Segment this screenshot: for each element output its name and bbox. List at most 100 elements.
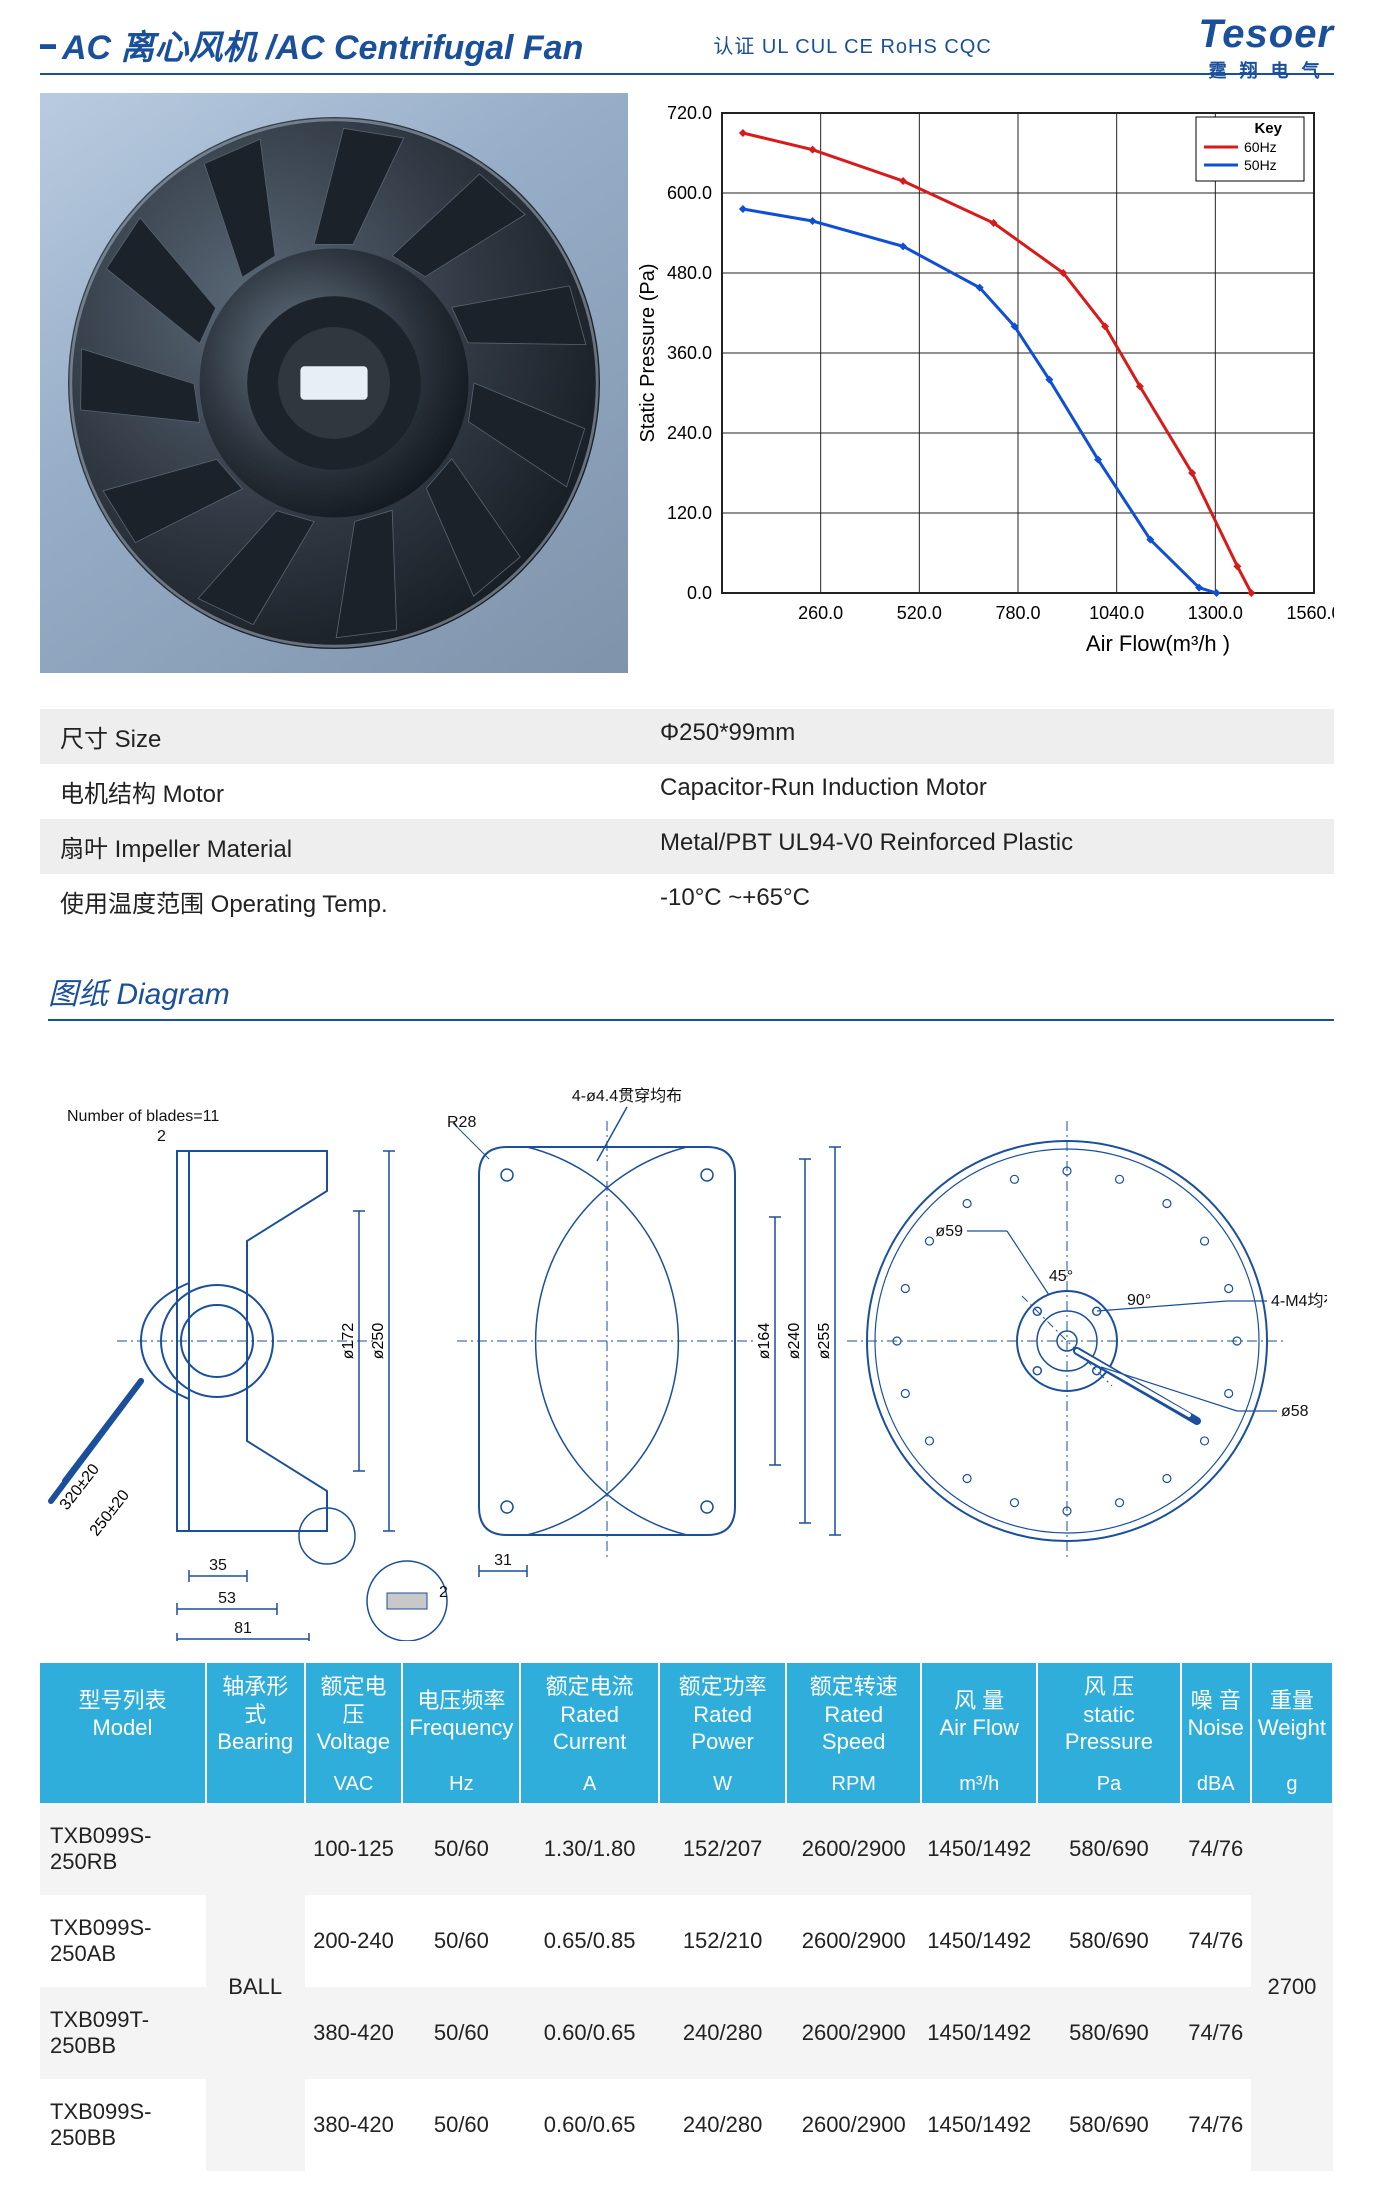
brand-cn: 霆 翔 电 气 (1198, 57, 1334, 83)
svg-text:53: 53 (218, 1590, 236, 1607)
svg-text:60Hz: 60Hz (1244, 139, 1277, 155)
cell: 580/690 (1037, 2079, 1180, 2171)
cell: 2600/2900 (786, 2079, 921, 2171)
cell: 50/60 (402, 1987, 520, 2079)
spec-table: 型号列表Model轴承形式Bearing额定电压Voltage电压频率Frequ… (40, 1663, 1334, 2171)
svg-text:360.0: 360.0 (667, 343, 712, 363)
cell: 152/210 (659, 1895, 786, 1987)
table-unit: W (659, 1766, 786, 1803)
brand-en: Tesoer (1198, 12, 1334, 57)
cell-bearing: BALL (206, 1803, 305, 2171)
svg-text:31: 31 (494, 1552, 512, 1569)
fan-photo-svg (54, 103, 614, 663)
cell: 100-125 (305, 1803, 403, 1895)
certifications: 认证 UL CUL CE RoHS CQC (713, 30, 991, 59)
svg-text:ø164: ø164 (756, 1323, 773, 1360)
cell: 1450/1492 (921, 1987, 1037, 2079)
spec-value: Φ250*99mm (660, 719, 1314, 754)
svg-text:520.0: 520.0 (897, 603, 942, 623)
cell: 0.60/0.65 (520, 2079, 659, 2171)
table-header: 型号列表Model (40, 1663, 206, 1766)
svg-text:ø255: ø255 (816, 1323, 833, 1360)
svg-text:50Hz: 50Hz (1244, 157, 1277, 173)
svg-text:480.0: 480.0 (667, 263, 712, 283)
spec-value: Metal/PBT UL94-V0 Reinforced Plastic (660, 829, 1314, 864)
svg-text:Key: Key (1254, 120, 1282, 137)
brand-logo: Tesoer 霆 翔 电 气 (1198, 12, 1334, 83)
svg-text:0.0: 0.0 (687, 583, 712, 603)
table-unit: Pa (1037, 1766, 1180, 1803)
svg-text:1300.0: 1300.0 (1188, 603, 1243, 623)
table-units-row: VACHzAWRPMm³/hPadBAg (40, 1766, 1333, 1803)
table-header: 额定电流Rated Current (520, 1663, 659, 1766)
cell-model: TXB099T-250BB (40, 1987, 206, 2079)
svg-text:1040.0: 1040.0 (1089, 603, 1144, 623)
spec-label: 使用温度范围 Operating Temp. (60, 884, 660, 919)
table-header: 额定转速Rated Speed (786, 1663, 921, 1766)
spec-value: Capacitor-Run Induction Motor (660, 774, 1314, 809)
spec-list: 尺寸 SizeΦ250*99mm电机结构 MotorCapacitor-Run … (40, 709, 1334, 929)
cell: 2600/2900 (786, 1803, 921, 1895)
svg-text:ø250: ø250 (370, 1323, 387, 1360)
cell: 50/60 (402, 2079, 520, 2171)
cell: 74/76 (1181, 1987, 1251, 2079)
cell-weight: 2700 (1251, 1803, 1333, 2171)
svg-text:250±20: 250±20 (87, 1487, 133, 1540)
svg-text:Number of blades=11: Number of blades=11 (67, 1108, 219, 1125)
table-unit: g (1251, 1766, 1333, 1803)
table-unit: Hz (402, 1766, 520, 1803)
top-row: 0.0120.0240.0360.0480.0600.0720.0260.052… (40, 93, 1334, 693)
diagram-svg: Number of blades=11355381992ø172ø250320±… (47, 1041, 1327, 1641)
diagram-box: Number of blades=11355381992ø172ø250320±… (40, 1031, 1334, 1651)
cell: 580/690 (1037, 1987, 1180, 2079)
cell: 1450/1492 (921, 1895, 1037, 1987)
cell: 240/280 (659, 2079, 786, 2171)
svg-text:R28: R28 (447, 1114, 476, 1131)
cell: 200-240 (305, 1895, 403, 1987)
cell-model: TXB099S-250RB (40, 1803, 206, 1895)
table-unit: VAC (305, 1766, 403, 1803)
svg-text:ø172: ø172 (340, 1323, 357, 1360)
svg-text:600.0: 600.0 (667, 183, 712, 203)
cell: 1450/1492 (921, 1803, 1037, 1895)
cell-model: TXB099S-250BB (40, 2079, 206, 2171)
table-unit: m³/h (921, 1766, 1037, 1803)
svg-text:240.0: 240.0 (667, 423, 712, 443)
svg-text:90°: 90° (1127, 1292, 1151, 1309)
spec-label: 电机结构 Motor (60, 774, 660, 809)
title-rule: ▬ (40, 36, 56, 54)
cell: 1450/1492 (921, 2079, 1037, 2171)
svg-text:1560.0: 1560.0 (1286, 603, 1334, 623)
cell: 74/76 (1181, 1895, 1251, 1987)
cell: 0.65/0.85 (520, 1895, 659, 1987)
table-header: 噪 音Noise (1181, 1663, 1251, 1766)
cell: 580/690 (1037, 1803, 1180, 1895)
spec-row: 使用温度范围 Operating Temp.-10°C ~+65°C (40, 874, 1334, 929)
header: ▬ AC 离心风机 /AC Centrifugal Fan 认证 UL CUL … (40, 20, 1334, 75)
table-unit: A (520, 1766, 659, 1803)
cell: 240/280 (659, 1987, 786, 2079)
svg-text:2: 2 (157, 1128, 166, 1145)
table-header: 重量Weight (1251, 1663, 1333, 1766)
cell: 580/690 (1037, 1895, 1180, 1987)
cell: 380-420 (305, 1987, 403, 2079)
spec-label: 尺寸 Size (60, 719, 660, 754)
page-title: AC 离心风机 /AC Centrifugal Fan (62, 20, 583, 69)
table-body: TXB099S-250RBBALL100-12550/601.30/1.8015… (40, 1803, 1333, 2171)
table-unit (40, 1766, 206, 1803)
cell-model: TXB099S-250AB (40, 1895, 206, 1987)
cell: 0.60/0.65 (520, 1987, 659, 2079)
svg-text:ø240: ø240 (786, 1323, 803, 1360)
table-unit: RPM (786, 1766, 921, 1803)
table-row: TXB099S-250RBBALL100-12550/601.30/1.8015… (40, 1803, 1333, 1895)
cell: 152/207 (659, 1803, 786, 1895)
svg-text:120.0: 120.0 (667, 503, 712, 523)
spec-value: -10°C ~+65°C (660, 884, 1314, 919)
table-header-row: 型号列表Model轴承形式Bearing额定电压Voltage电压频率Frequ… (40, 1663, 1333, 1766)
table-header: 额定功率Rated Power (659, 1663, 786, 1766)
cell: 2600/2900 (786, 1987, 921, 2079)
cell: 1.30/1.80 (520, 1803, 659, 1895)
spec-label: 扇叶 Impeller Material (60, 829, 660, 864)
cell: 74/76 (1181, 1803, 1251, 1895)
svg-text:2: 2 (439, 1584, 448, 1601)
